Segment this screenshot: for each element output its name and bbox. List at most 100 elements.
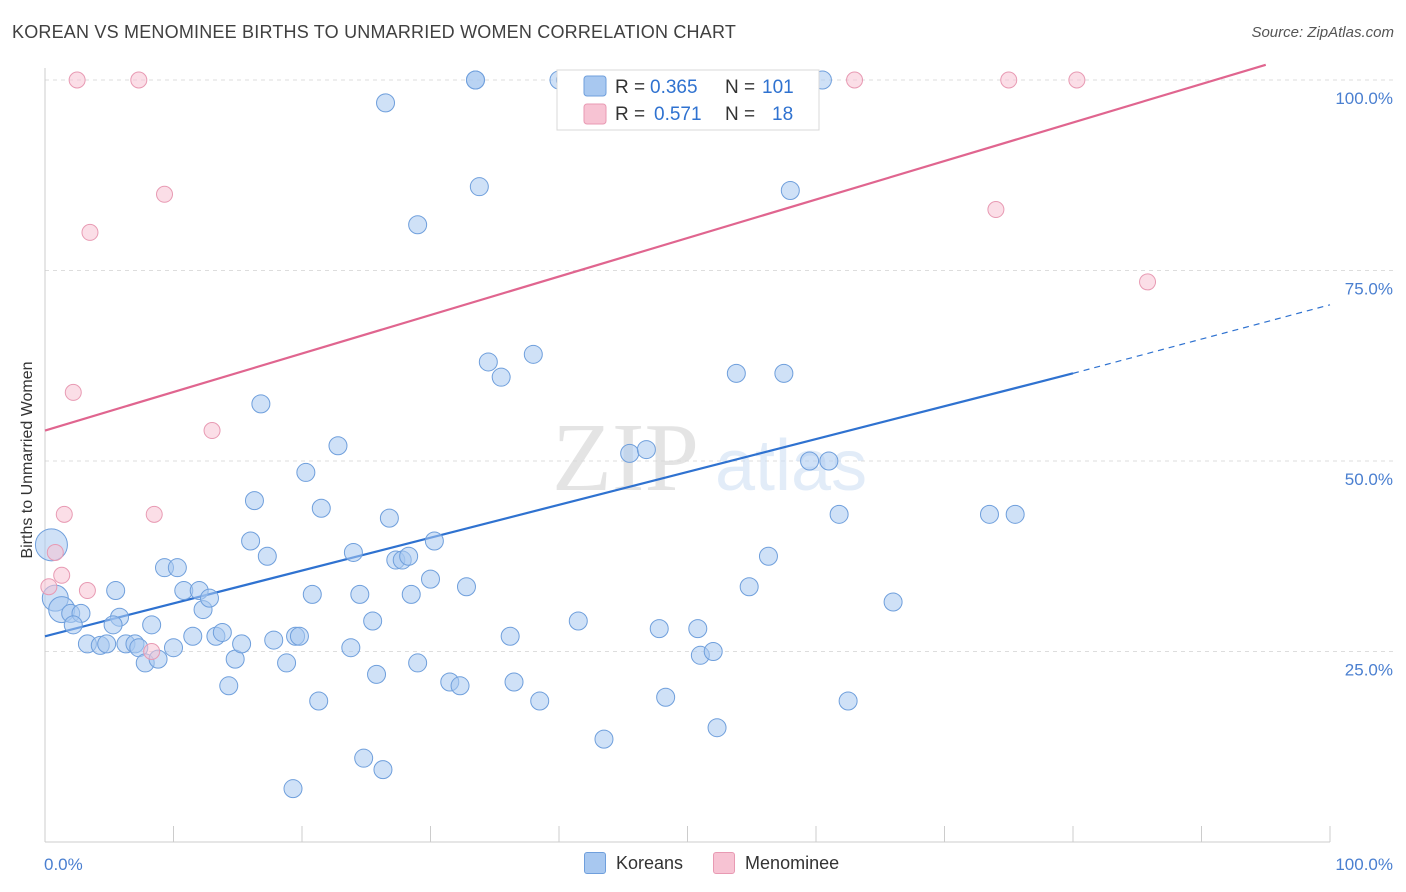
point-menominee-7 <box>81 223 99 241</box>
point-koreans-88 <box>774 363 794 383</box>
point-koreans-19 <box>167 558 187 578</box>
point-koreans-82 <box>707 718 727 738</box>
point-koreans-87 <box>758 546 778 566</box>
point-koreans-37 <box>283 779 303 799</box>
point-koreans-86 <box>739 577 759 597</box>
legend-n-value-menominee: 18 <box>772 104 793 125</box>
point-koreans-33 <box>251 394 271 414</box>
point-menominee-16 <box>1068 71 1086 89</box>
point-koreans-48 <box>354 748 374 768</box>
point-koreans-55 <box>399 546 419 566</box>
point-koreans-96 <box>979 504 999 524</box>
point-koreans-94 <box>838 691 858 711</box>
x-tick-label-0: 0.0% <box>44 855 83 874</box>
point-koreans-49 <box>363 611 383 631</box>
grid-lines <box>45 79 1395 652</box>
point-menominee-9 <box>143 643 161 660</box>
axes <box>44 68 1331 843</box>
point-menominee-15 <box>1000 71 1018 89</box>
legend-r-label-menominee: R = <box>615 104 645 125</box>
bottom-legend-label-koreans: Koreans <box>616 852 684 873</box>
point-koreans-35 <box>264 630 284 650</box>
point-koreans-44 <box>328 436 348 456</box>
watermark: ZIP atlas <box>552 404 867 512</box>
point-koreans-70 <box>530 691 550 711</box>
point-koreans-52 <box>379 508 399 528</box>
point-menominee-13 <box>846 71 864 89</box>
legend-n-value-koreans: 101 <box>762 77 794 98</box>
point-koreans-92 <box>819 451 839 471</box>
point-koreans-45 <box>341 638 361 658</box>
legend-r-value-menominee: 0.571 <box>654 104 702 125</box>
tick-labels: 25.0% 50.0% 75.0% 100.0% 0.0% 100.0% <box>44 89 1393 874</box>
point-menominee-11 <box>156 185 174 203</box>
point-koreans-99 <box>408 215 428 235</box>
point-menominee-2 <box>53 566 71 584</box>
point-menominee-10 <box>145 505 163 523</box>
bottom-legend-koreans: Koreans <box>584 852 683 874</box>
point-menominee-1 <box>46 543 64 561</box>
legend-n-label-menominee: N = <box>725 104 755 125</box>
point-koreans-8 <box>97 634 117 654</box>
point-koreans-11 <box>103 615 123 635</box>
data-points <box>34 70 1157 799</box>
point-koreans-97 <box>1005 504 1025 524</box>
y-tick-label-100: 100.0% <box>1335 89 1393 108</box>
point-koreans-39 <box>289 626 309 646</box>
point-koreans-27 <box>212 622 232 642</box>
point-menominee-0 <box>40 578 58 596</box>
point-koreans-43 <box>311 498 331 518</box>
point-menominee-8 <box>130 71 148 89</box>
bottom-legend-label-menominee: Menominee <box>745 852 840 873</box>
point-koreans-57 <box>408 653 428 673</box>
point-koreans-85 <box>726 363 746 383</box>
legend-r-label-koreans: R = <box>615 77 645 98</box>
bottom-legend-swatch-menominee <box>713 852 736 874</box>
point-koreans-73 <box>568 611 588 631</box>
point-menominee-6 <box>78 582 96 600</box>
point-koreans-66 <box>491 367 511 387</box>
point-menominee-14 <box>987 201 1005 219</box>
legend-box: R = 0.365 N = 101 R = 0.571 N = 18 <box>556 69 820 131</box>
point-koreans-31 <box>241 531 261 551</box>
y-tick-label-50: 50.0% <box>1345 470 1393 489</box>
chart-title: KOREAN VS MENOMINEE BIRTHS TO UNMARRIED … <box>12 22 737 42</box>
x-tick-label-100: 100.0% <box>1335 855 1393 874</box>
trend-line-koreans-extension <box>1072 304 1331 374</box>
point-koreans-40 <box>296 462 316 482</box>
point-koreans-24 <box>199 588 219 608</box>
point-koreans-95 <box>883 592 903 612</box>
point-menominee-3 <box>55 505 73 523</box>
point-koreans-64 <box>469 177 489 197</box>
bottom-legend-swatch-koreans <box>584 852 606 874</box>
point-koreans-16 <box>142 615 162 635</box>
point-koreans-34 <box>257 546 277 566</box>
point-koreans-50 <box>367 664 387 684</box>
point-koreans-32 <box>244 491 264 511</box>
point-koreans-5 <box>63 615 83 635</box>
point-koreans-90 <box>800 451 820 471</box>
point-koreans-79 <box>688 619 708 639</box>
point-koreans-56 <box>401 584 421 604</box>
point-koreans-58 <box>421 569 440 589</box>
point-koreans-76 <box>636 440 656 460</box>
point-koreans-47 <box>350 584 370 604</box>
bottom-legend: Koreans Menominee <box>584 852 869 874</box>
point-koreans-75 <box>620 443 640 463</box>
point-koreans-41 <box>302 584 322 604</box>
legend-n-label-koreans: N = <box>725 77 755 98</box>
point-koreans-42 <box>309 691 329 711</box>
point-koreans-61 <box>450 676 470 696</box>
point-koreans-81 <box>703 642 723 661</box>
point-koreans-89 <box>780 180 800 200</box>
point-koreans-59 <box>424 531 444 551</box>
point-koreans-93 <box>829 504 849 524</box>
point-koreans-78 <box>656 687 676 707</box>
point-koreans-77 <box>649 619 669 639</box>
point-koreans-100 <box>465 70 485 90</box>
point-koreans-69 <box>523 344 543 364</box>
point-koreans-25 <box>183 626 203 646</box>
source-label: Source: ZipAtlas.com <box>1251 24 1394 41</box>
watermark-atlas: atlas <box>715 426 867 506</box>
